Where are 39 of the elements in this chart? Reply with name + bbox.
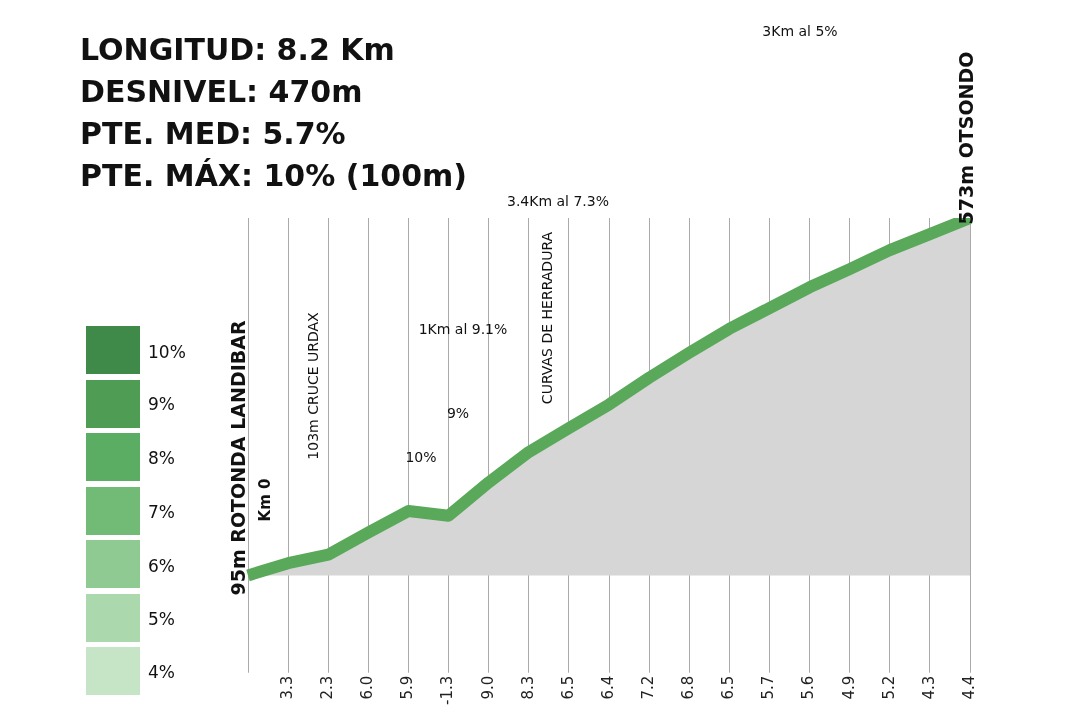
annotation: CURVAS DE HERRADURA — [538, 231, 555, 405]
text: 9% — [148, 394, 175, 415]
x-tick-label: 2.3 — [318, 675, 337, 700]
x-tick-label: 8.3 — [518, 675, 537, 700]
annotation: 573m OTSONDO — [954, 51, 977, 225]
text: 3.4Km al 7.3% — [506, 192, 610, 209]
annotation: 9% — [446, 404, 470, 421]
annotation: 103m CRUCE URDAX — [304, 311, 321, 460]
annotation: Km 0 — [255, 478, 274, 522]
x-tick-label: 4.3 — [919, 675, 938, 700]
text: 5% — [148, 609, 175, 630]
annotation: 10% — [405, 448, 437, 465]
x-tick-label: 4.9 — [839, 675, 858, 700]
x-tick-label: 6.4 — [598, 675, 617, 700]
text: 7% — [148, 502, 175, 523]
text: PTE. MÁX: 10% (100m) — [80, 157, 467, 193]
x-tick-label: 5.9 — [398, 675, 417, 700]
x-tick-label: 5.2 — [879, 675, 898, 700]
x-tick-label: 9.0 — [478, 675, 497, 700]
x-tick-label: 5.7 — [759, 675, 778, 700]
text: LONGITUD: 8.2 Km — [80, 31, 395, 67]
annotation: 95m ROTONDA LANDIBAR — [226, 320, 249, 596]
x-tick-label: 6.8 — [679, 675, 698, 700]
text: 3Km al 5% — [762, 22, 838, 39]
text: DESNIVEL: 470m — [80, 73, 363, 109]
x-tick-label: 7.2 — [639, 675, 657, 700]
x-tick-label: 3.3 — [278, 675, 296, 700]
x-tick-label: 4.4 — [959, 675, 978, 700]
x-tick-label: 6.5 — [719, 675, 738, 700]
x-tick-label: 5.6 — [799, 675, 818, 700]
text: 6% — [148, 556, 175, 577]
text: 4% — [148, 662, 175, 683]
text: PTE. MED: 5.7% — [80, 115, 346, 151]
annotation: 1Km al 9.1% — [418, 320, 508, 337]
x-tick-label: -1.3 — [438, 675, 457, 706]
text: 10% — [148, 342, 186, 363]
text: 8% — [148, 448, 175, 469]
x-tick-label: 6.0 — [358, 675, 377, 700]
x-tick-label: 6.5 — [558, 675, 577, 700]
